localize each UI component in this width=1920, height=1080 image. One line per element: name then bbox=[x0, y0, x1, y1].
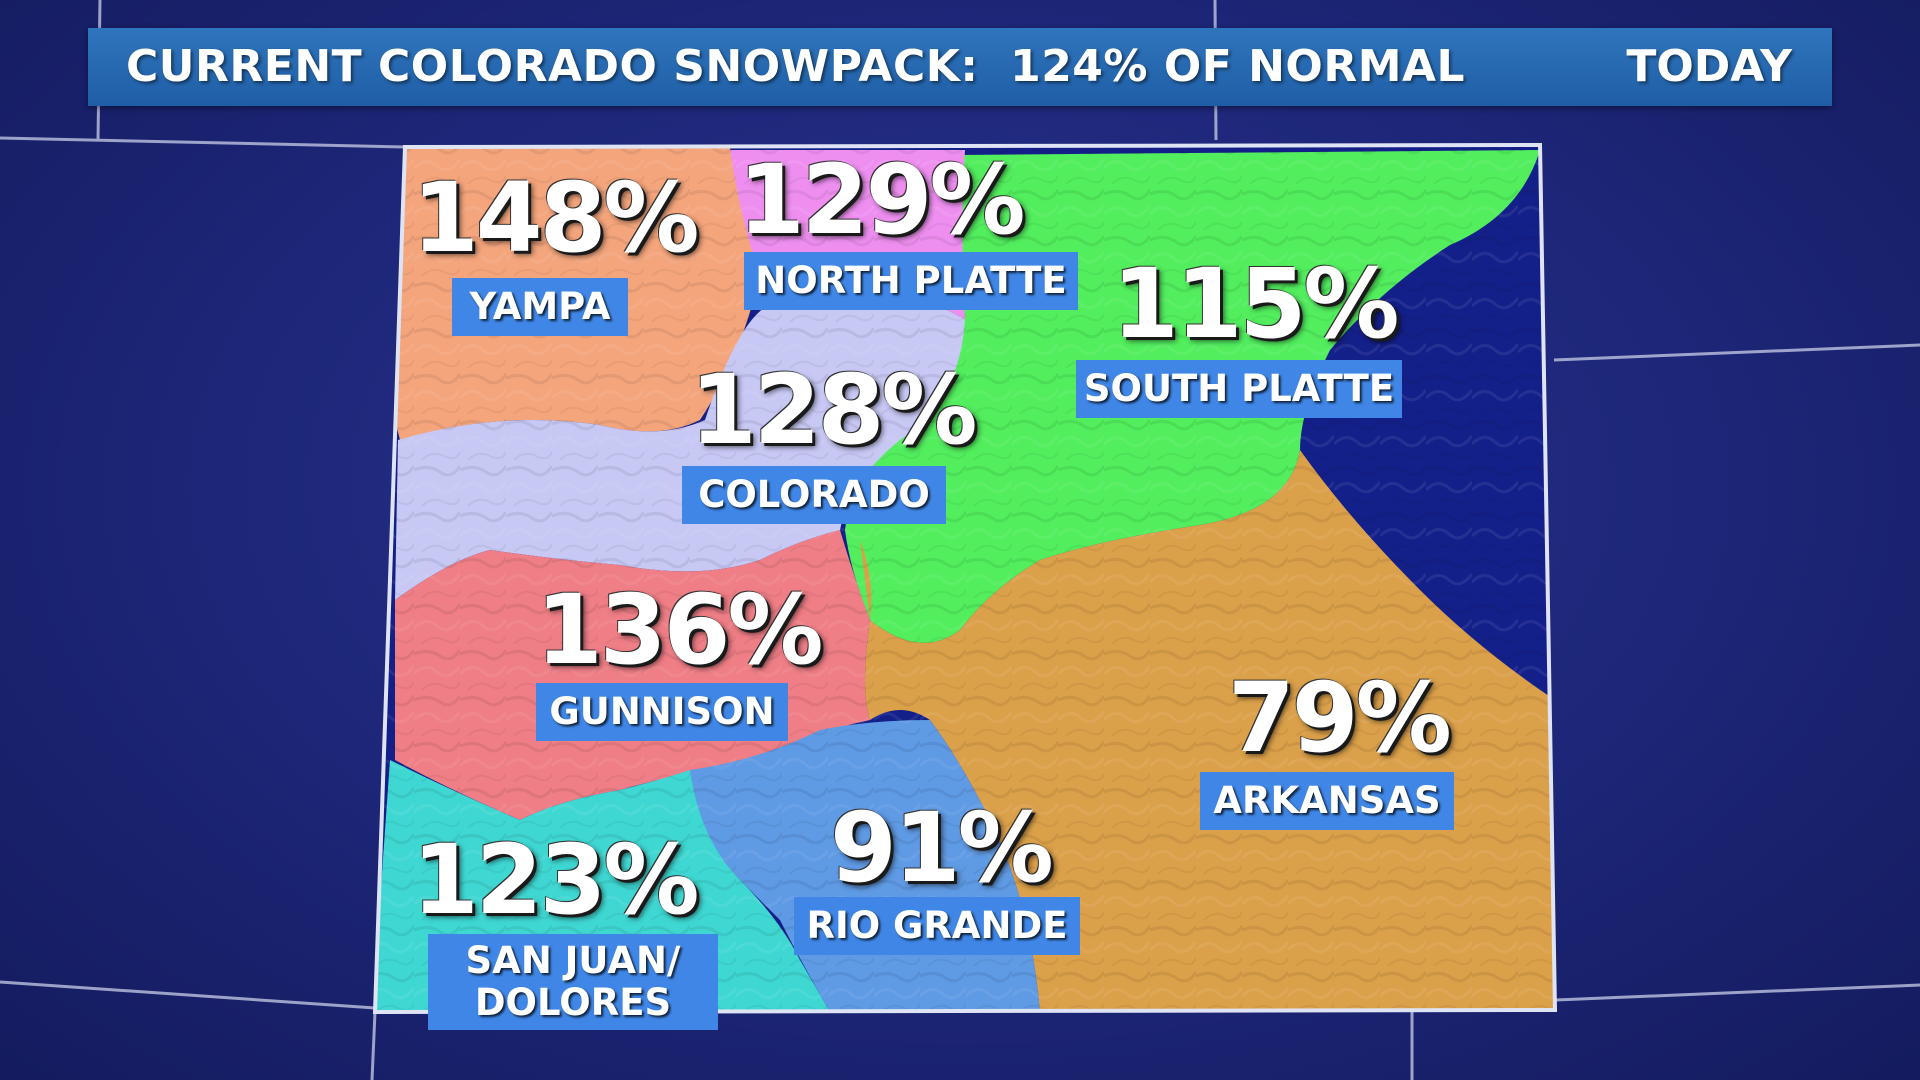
basin-percent: 91% bbox=[830, 792, 1054, 904]
basin-percent: 136% bbox=[536, 574, 824, 686]
basin-percent: 115% bbox=[1112, 248, 1400, 360]
basin-label: YAMPA bbox=[452, 278, 628, 336]
colorado-state-border bbox=[372, 142, 1558, 1015]
basin-percent: 148% bbox=[412, 162, 700, 274]
basin-percent: 129% bbox=[738, 144, 1026, 256]
basin-label: RIO GRANDE bbox=[794, 897, 1080, 955]
title-banner: CURRENT COLORADO SNOWPACK: 124% OF NORMA… bbox=[88, 28, 1832, 106]
basin-label: ARKANSAS bbox=[1200, 772, 1454, 830]
basin-label: COLORADO bbox=[682, 466, 946, 524]
basin-label-line-2: DOLORES bbox=[474, 981, 672, 1024]
basin-label: SOUTH PLATTE bbox=[1076, 360, 1402, 418]
basin-percent: 79% bbox=[1228, 662, 1452, 774]
basin-label: SAN JUAN/ DOLORES bbox=[428, 934, 718, 1030]
basin-percent: 128% bbox=[690, 354, 978, 466]
date-label: TODAY bbox=[1626, 41, 1792, 92]
basin-label: NORTH PLATTE bbox=[744, 252, 1078, 310]
page-title: CURRENT COLORADO SNOWPACK: 124% OF NORMA… bbox=[126, 41, 1466, 92]
basin-percent: 123% bbox=[412, 824, 700, 936]
basin-label: GUNNISON bbox=[536, 683, 788, 741]
basin-label-line-1: SAN JUAN/ bbox=[465, 939, 681, 982]
